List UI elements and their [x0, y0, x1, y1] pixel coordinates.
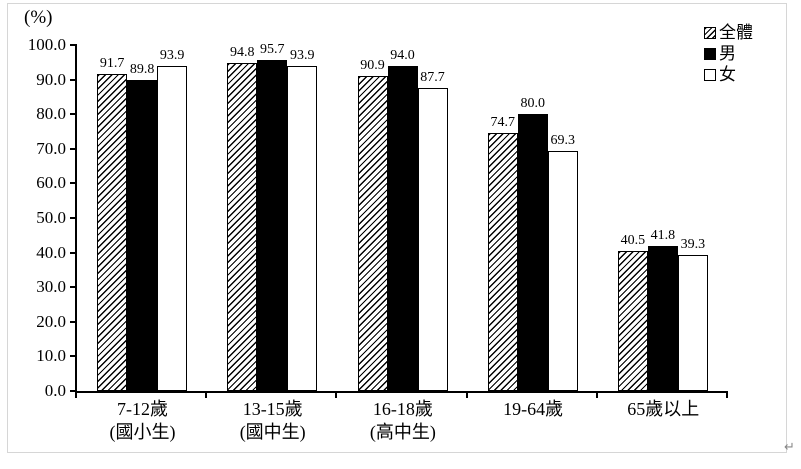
y-tick-label: 0.0 — [44, 381, 66, 400]
legend-marker-solid-black-icon — [704, 47, 716, 60]
y-tick-mark — [70, 44, 77, 46]
value-label-series1-group2: 94.0 — [390, 47, 415, 63]
y-tick-label: 80.0 — [36, 104, 66, 124]
bar-series2-group2 — [417, 87, 448, 391]
legend-marker-white-icon — [704, 68, 716, 81]
value-label-series1-group1: 95.7 — [260, 41, 285, 57]
value-label-series0-group0: 91.7 — [99, 55, 125, 71]
category-label-line1: 7-12歲 — [117, 399, 168, 419]
category-label-group2: 16-18歲 (高中生) — [337, 398, 468, 444]
category-label-line1: 16-18歲 — [372, 399, 433, 419]
bar-series1-group0 — [127, 80, 158, 391]
legend-label-series0: 全體 — [719, 23, 753, 42]
x-tick-mark — [335, 391, 338, 398]
legend-item-series1: 男 — [704, 43, 753, 64]
bar-series2-group4 — [677, 255, 708, 391]
bar-series0-group3 — [487, 132, 518, 391]
category-label-group4: 65歲以上 — [598, 398, 729, 421]
bar-series0-group1 — [227, 62, 258, 391]
category-label-line2: (國小生) — [109, 422, 176, 442]
bar-series1-group4 — [647, 246, 678, 391]
y-tick-mark — [70, 78, 77, 81]
value-label-series0-group2: 90.9 — [360, 58, 385, 74]
legend-item-series2: 女 — [704, 64, 753, 85]
value-label-series2-group0: 93.9 — [159, 48, 185, 64]
y-tick-mark — [70, 320, 77, 323]
value-label-series1-group4: 41.8 — [650, 228, 676, 244]
bar-series0-group4 — [617, 250, 648, 391]
paragraph-return-mark: ↵ — [784, 440, 795, 455]
category-label-group0: 7-12歲 (國小生) — [77, 398, 208, 444]
y-tick-label: 90.0 — [36, 69, 66, 89]
category-label-line1: 19-64歲 — [503, 399, 564, 419]
value-label-series0-group4: 40.5 — [620, 232, 646, 248]
y-tick-mark — [70, 217, 77, 219]
value-label-series2-group3: 69.3 — [550, 133, 575, 149]
x-tick-mark — [465, 391, 468, 398]
y-tick-mark — [70, 182, 77, 185]
category-label-line2: (高中生) — [369, 422, 436, 442]
category-label-group1: 13-15歲 (國中生) — [207, 398, 338, 444]
x-tick-mark — [75, 391, 77, 398]
y-tick-label: 60.0 — [36, 173, 66, 193]
value-label-series1-group0: 89.8 — [129, 62, 155, 78]
x-tick-mark — [726, 391, 728, 398]
legend-label-series1: 男 — [719, 44, 736, 63]
y-tick-mark — [70, 251, 77, 254]
category-label-group3: 19-64歲 — [468, 398, 599, 421]
y-tick-mark — [70, 286, 77, 289]
category-label-line1: 13-15歲 — [242, 399, 303, 419]
y-tick-label: 40.0 — [36, 242, 66, 262]
bar-series2-group0 — [157, 66, 188, 391]
y-tick-label: 70.0 — [36, 138, 66, 158]
value-label-series0-group3: 74.7 — [490, 114, 515, 130]
legend-item-series0: 全體 — [704, 22, 753, 43]
legend: 全體男女 — [704, 22, 753, 85]
value-label-series1-group3: 80.0 — [520, 96, 545, 112]
y-tick-mark — [70, 355, 77, 358]
value-label-series2-group4: 39.3 — [680, 237, 706, 253]
value-label-series0-group1: 94.8 — [230, 44, 255, 60]
x-tick-mark — [205, 391, 208, 398]
value-label-series2-group2: 87.7 — [420, 69, 445, 85]
legend-marker-hatched-icon — [704, 26, 716, 39]
bar-series0-group2 — [357, 76, 388, 391]
category-label-line1: 65歲以上 — [627, 399, 700, 419]
bar-series1-group3 — [517, 114, 548, 391]
y-axis-line — [75, 44, 77, 393]
y-tick-mark — [70, 113, 77, 116]
y-tick-mark — [70, 147, 77, 150]
y-tick-label: 30.0 — [36, 277, 66, 297]
y-tick-label: 10.0 — [36, 346, 66, 366]
y-tick-label: 100.0 — [27, 35, 66, 54]
y-tick-label: 20.0 — [36, 311, 66, 331]
legend-label-series2: 女 — [719, 65, 736, 84]
value-label-series2-group1: 93.9 — [290, 48, 315, 64]
y-axis-unit-label: (%) — [24, 7, 53, 28]
bar-series1-group2 — [387, 65, 418, 391]
bar-series2-group3 — [547, 151, 578, 391]
bar-series2-group1 — [287, 66, 318, 391]
y-tick-label: 50.0 — [36, 208, 66, 227]
bar-series1-group1 — [257, 59, 288, 391]
bar-series0-group0 — [97, 73, 128, 391]
x-tick-mark — [595, 391, 598, 398]
y-tick-mark — [70, 390, 77, 392]
x-axis-line — [75, 391, 728, 393]
category-label-line2: (國中生) — [239, 422, 306, 442]
